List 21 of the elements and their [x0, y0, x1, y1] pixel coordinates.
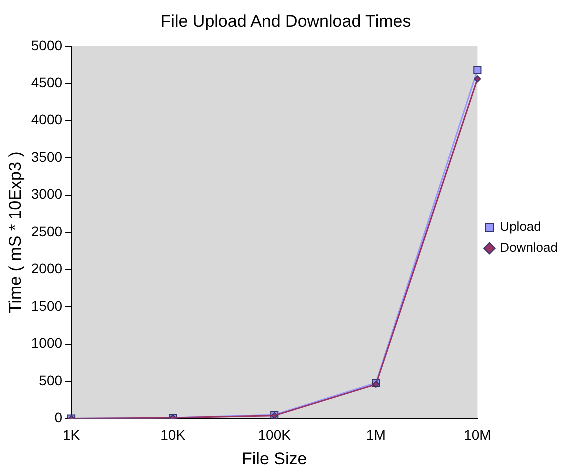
x-tick-label: 100K [258, 427, 292, 444]
y-tick-label: 4000 [31, 112, 63, 128]
y-tick-label: 3500 [31, 148, 63, 165]
y-tick-label: 1000 [31, 335, 63, 352]
y-tick-label: 2500 [31, 223, 63, 240]
y-axis-title: Time ( mS * 10Exp3 ) [6, 152, 25, 314]
y-tick-label: 5000 [31, 37, 63, 54]
x-axis-title: File Size [242, 449, 308, 468]
x-tick-label: 1K [62, 427, 81, 444]
x-tick-label: 10M [464, 427, 492, 444]
y-tick-label: 1500 [31, 298, 63, 314]
y-tick-label: 2000 [31, 260, 63, 277]
legend-label: Upload [500, 219, 542, 234]
chart-title: File Upload And Download Times [160, 12, 412, 31]
y-tick-label: 3000 [31, 186, 63, 202]
x-tick-label: 10K [160, 427, 186, 444]
y-tick-label: 0 [54, 410, 63, 426]
x-tick-label: 1M [366, 427, 386, 444]
y-tick-label: 500 [39, 372, 63, 388]
legend-label: Download [500, 240, 558, 256]
y-tick-label: 4500 [31, 74, 63, 90]
